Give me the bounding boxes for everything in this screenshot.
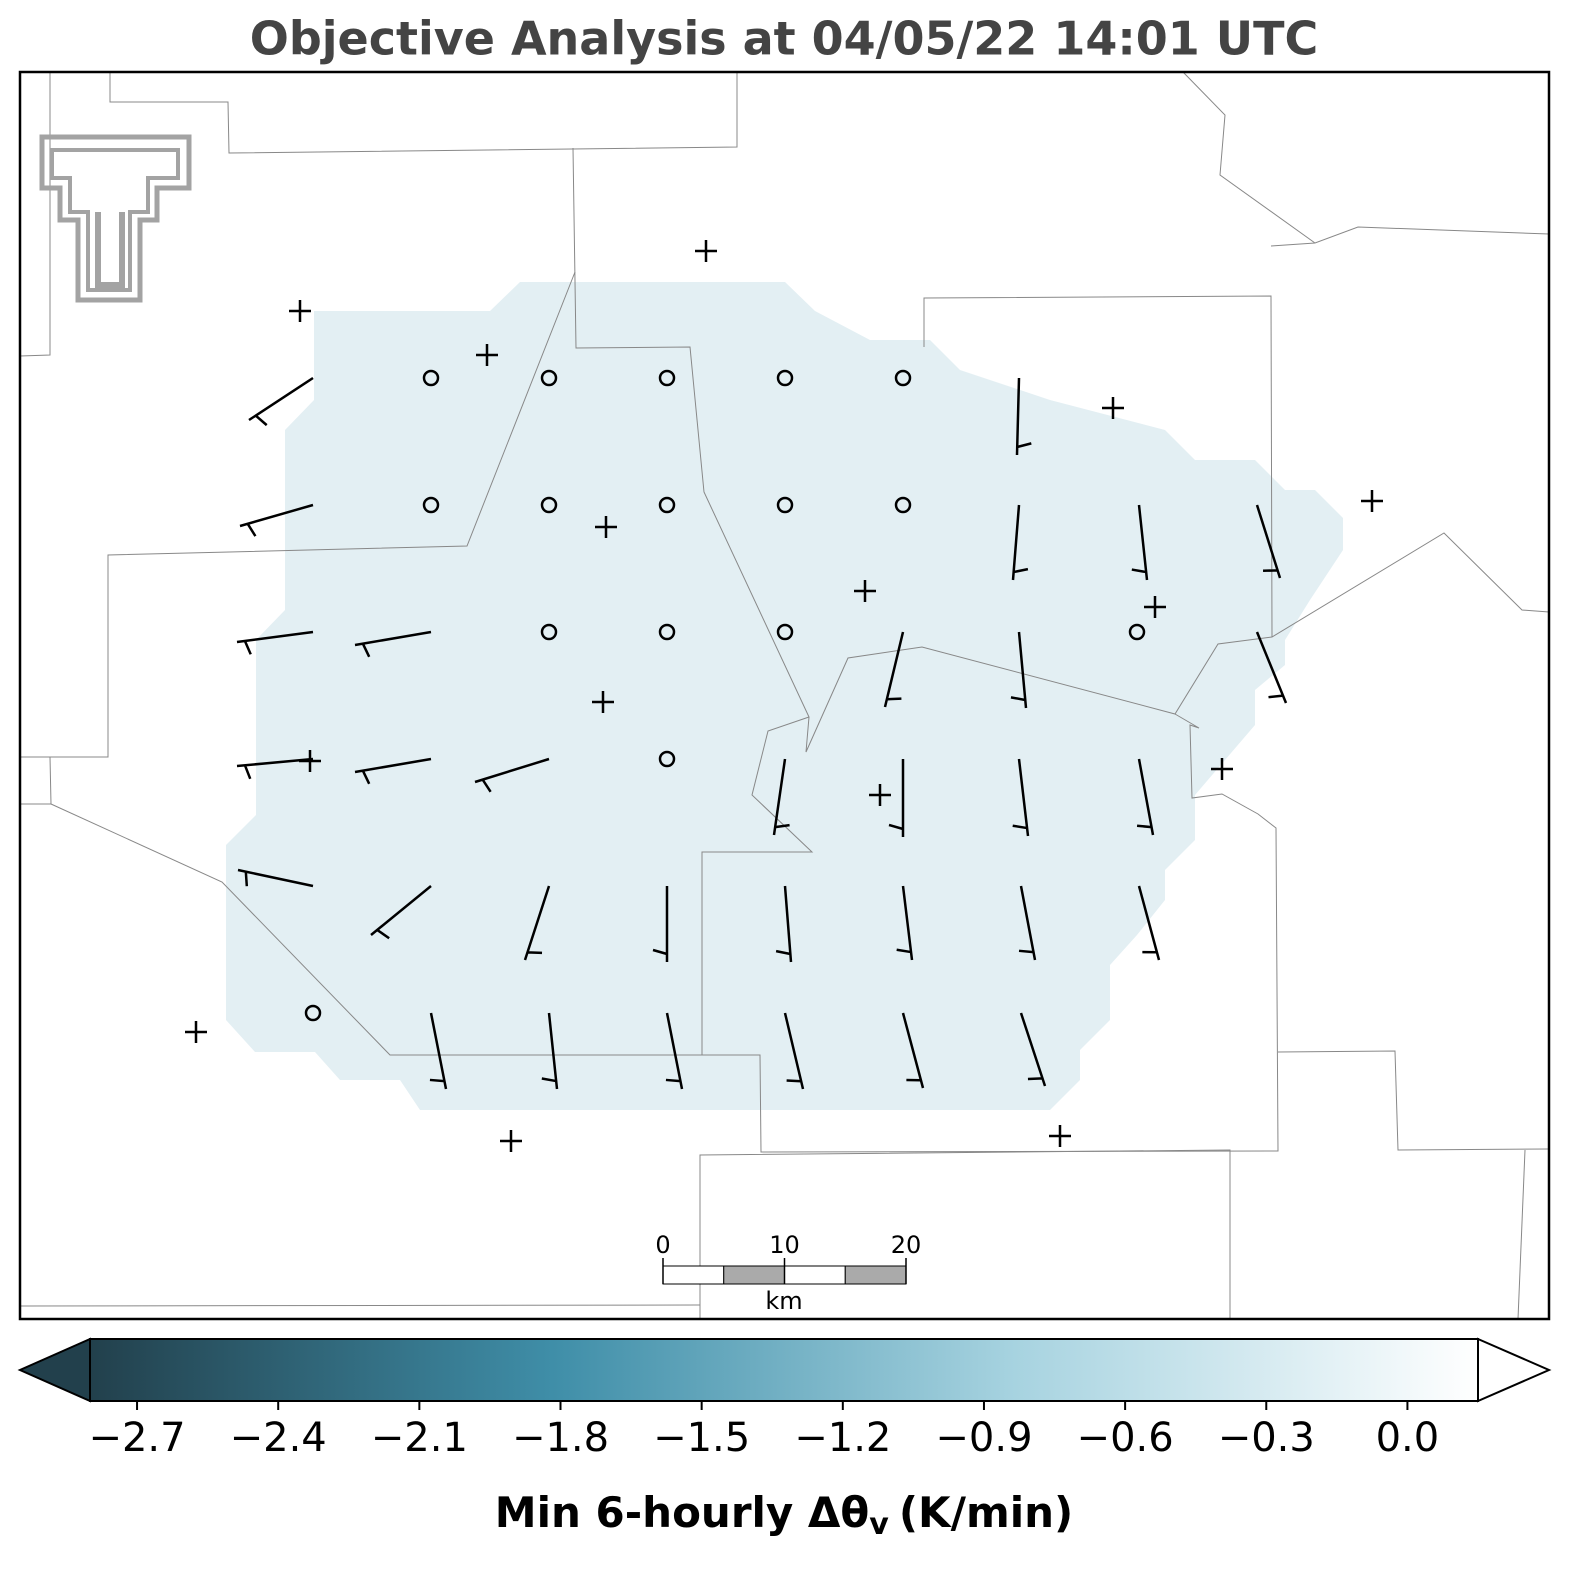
label-main: Min 6-hourly Δθ xyxy=(495,1488,870,1537)
scale-tick-label: 20 xyxy=(891,1231,922,1259)
scale-unit: km xyxy=(765,1287,802,1315)
calm-station xyxy=(658,369,676,387)
station-marker xyxy=(869,784,891,806)
analysis-field xyxy=(226,282,1343,1110)
calm-station xyxy=(894,496,912,514)
calm-station xyxy=(1128,623,1146,641)
station-marker xyxy=(1102,397,1124,419)
scale-segment xyxy=(784,1265,846,1285)
wind-barb xyxy=(665,1012,684,1090)
wind-barb xyxy=(1255,631,1288,704)
label-sub: v xyxy=(869,1507,889,1542)
wind-barb xyxy=(541,1012,559,1090)
calm-station xyxy=(894,369,912,387)
map xyxy=(18,70,1551,1321)
calm-station xyxy=(658,750,676,768)
colorbar-tick-label: −0.9 xyxy=(935,1415,1032,1461)
title: Objective Analysis at 04/05/22 14:01 UTC xyxy=(250,12,1319,66)
station-marker xyxy=(1144,596,1166,618)
colorbar-tick-label: −1.5 xyxy=(653,1415,750,1461)
scale-tick-label: 10 xyxy=(769,1231,800,1259)
colorbar-tick-label: −0.3 xyxy=(1218,1415,1315,1461)
wind-barb xyxy=(354,630,432,658)
scale-segment xyxy=(844,1265,907,1285)
colorbar-tick-label: −2.7 xyxy=(88,1415,185,1461)
wind-barb xyxy=(248,376,314,427)
station-marker xyxy=(854,580,876,602)
calm-station xyxy=(422,496,440,514)
wind-barb xyxy=(1255,504,1282,579)
wind-barb xyxy=(1136,758,1155,836)
wind-barb xyxy=(474,757,550,793)
station-marker xyxy=(500,1130,522,1152)
wind-barb xyxy=(772,758,790,836)
station-marker xyxy=(1211,758,1233,780)
colorbar-tick-label: 0.0 xyxy=(1376,1415,1440,1461)
wind-barb xyxy=(775,885,793,963)
calm-station xyxy=(540,369,558,387)
station-marker xyxy=(595,516,617,538)
station-marker xyxy=(695,240,717,262)
scale-bar: km 0 10 20 xyxy=(655,1231,921,1315)
scale-segment xyxy=(662,1265,725,1285)
map-frame xyxy=(18,70,1551,1321)
calm-station xyxy=(658,496,676,514)
wind-barb xyxy=(883,631,905,708)
station-marker xyxy=(592,691,614,713)
colorbar-tick-label: −1.8 xyxy=(512,1415,609,1461)
wind-barb xyxy=(1019,1012,1047,1087)
wind-barb xyxy=(370,885,432,940)
wind-barb xyxy=(783,1012,805,1090)
wind-barb xyxy=(901,1012,925,1089)
calm-station xyxy=(658,623,676,641)
wind-barb xyxy=(236,630,314,655)
colorbar-tick-label: −2.4 xyxy=(230,1415,327,1461)
wind-barb xyxy=(354,757,432,785)
station-marker xyxy=(1049,1125,1071,1147)
wind-barb xyxy=(429,1012,448,1090)
colorbar-tick-label: −1.2 xyxy=(794,1415,891,1461)
colorbar: Min 6-hourly Δθv (K/min) −2.7 −2.4 −2.1 −1.8… xyxy=(17,1337,1552,1542)
wind-barb xyxy=(1015,377,1032,456)
wind-barb xyxy=(523,885,551,961)
colorbar-label: Min 6-hourly Δθv (K/min) xyxy=(495,1488,1073,1542)
colorbar-extend-high xyxy=(1477,1337,1552,1403)
colorbar-extend-low xyxy=(17,1337,91,1403)
scale-tick-label: 0 xyxy=(655,1231,670,1259)
calm-station xyxy=(422,369,440,387)
scale-segment xyxy=(723,1265,785,1285)
calm-station xyxy=(540,496,558,514)
calm-station xyxy=(776,496,794,514)
calm-station xyxy=(304,1004,322,1022)
wind-barb xyxy=(239,503,314,537)
wind-barb xyxy=(1011,504,1029,581)
station-marker xyxy=(185,1021,207,1043)
wind-barb xyxy=(1137,885,1161,961)
logo xyxy=(39,134,192,303)
wind-barb xyxy=(888,759,905,837)
station-marker xyxy=(476,344,498,366)
wind-barb xyxy=(652,886,669,962)
county-lines xyxy=(19,71,1550,1320)
wind-barb xyxy=(1012,758,1030,837)
wind-barb xyxy=(896,885,914,961)
wind-barb xyxy=(236,757,314,780)
station-marker xyxy=(289,300,311,322)
colorbar-tick-label: −0.6 xyxy=(1077,1415,1174,1461)
wind-barb xyxy=(237,868,314,888)
wind-barb xyxy=(1010,631,1028,709)
station-marker xyxy=(1361,490,1383,512)
calm-station xyxy=(776,623,794,641)
stations xyxy=(185,240,1383,1152)
wind-barb xyxy=(1131,504,1149,581)
calm-station xyxy=(776,369,794,387)
label-unit: (K/min) xyxy=(899,1488,1073,1537)
colorbar-gradient xyxy=(89,1338,1479,1402)
wind-barb xyxy=(1018,885,1037,961)
calm-station xyxy=(540,623,558,641)
colorbar-tick-label: −2.1 xyxy=(371,1415,468,1461)
